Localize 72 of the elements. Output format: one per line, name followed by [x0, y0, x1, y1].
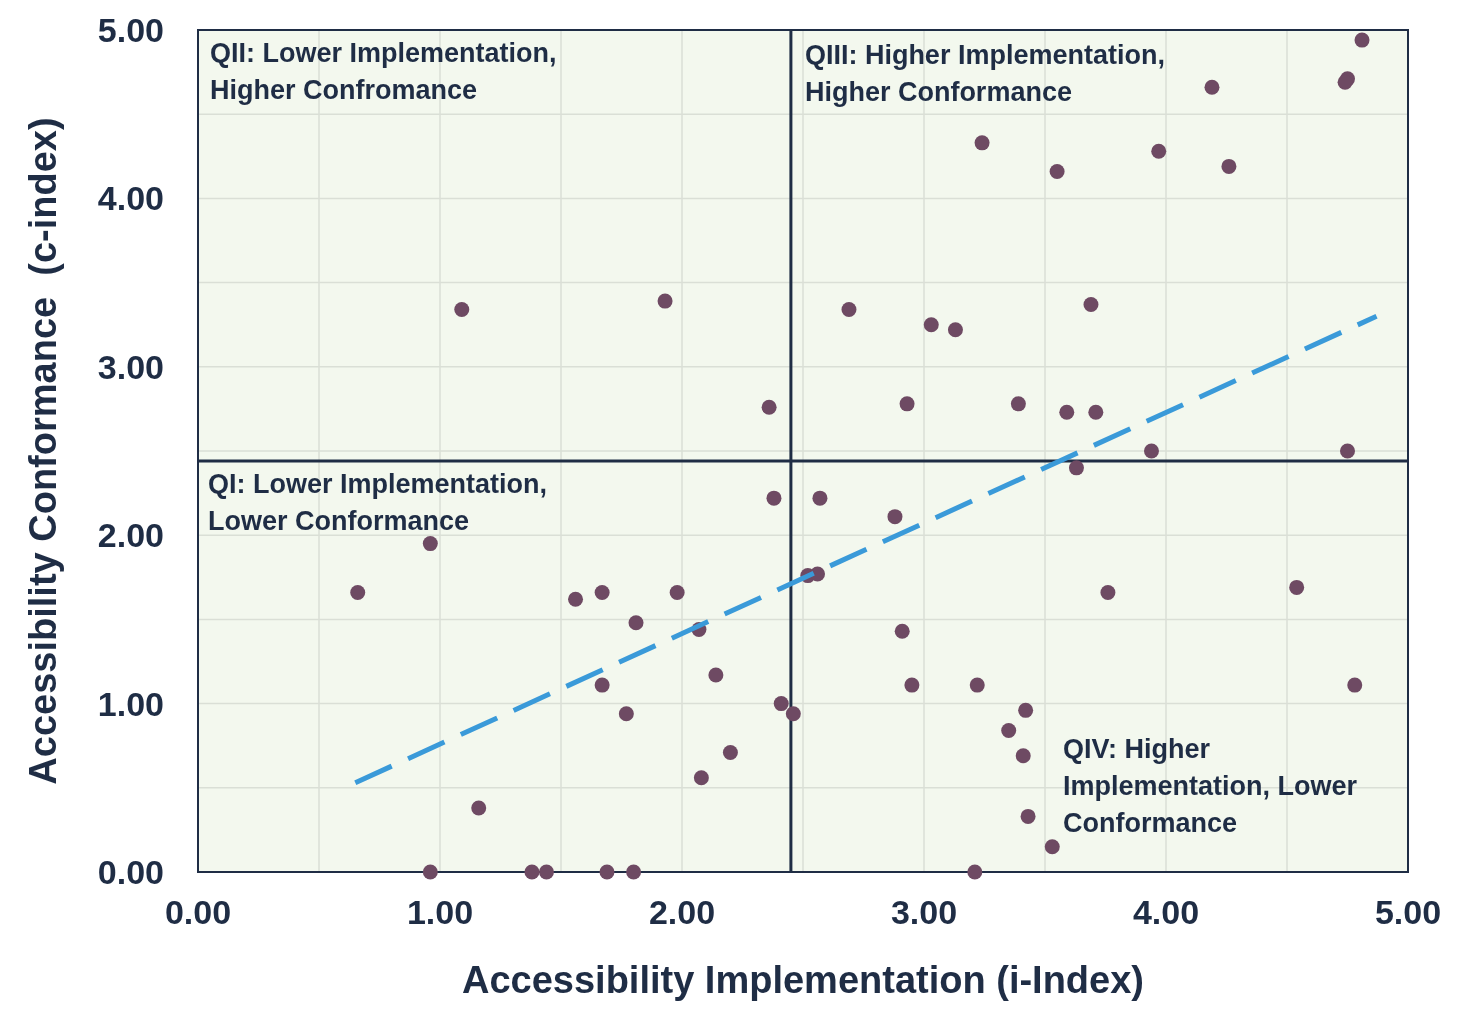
- point: [599, 864, 615, 880]
- point: [350, 584, 366, 600]
- point: [1143, 443, 1159, 459]
- point: [894, 623, 910, 639]
- y-tick-label: 3.00: [97, 347, 164, 386]
- point: [626, 864, 642, 880]
- point: [923, 317, 939, 333]
- y-tick-label: 5.00: [97, 11, 164, 49]
- x-tick-label: 1.00: [406, 893, 474, 931]
- point: [904, 677, 920, 693]
- annotation: QI: Lower Implementation, Lower Conformance: [208, 469, 548, 537]
- point: [708, 667, 724, 683]
- annotation: QIII: Higher Implementation, Higher Conformance: [804, 40, 1165, 107]
- x-tick-label: 0.00: [164, 893, 232, 931]
- point: [947, 322, 963, 338]
- point: [1015, 748, 1031, 764]
- point: [1100, 584, 1116, 600]
- point: [524, 864, 540, 880]
- x-tick-label: 5.00: [1374, 893, 1442, 931]
- point: [1340, 443, 1355, 459]
- x-tick-label: 2.00: [648, 893, 716, 931]
- y-tick-label: 1.00: [97, 684, 164, 723]
- point: [568, 591, 584, 607]
- point: [812, 490, 828, 506]
- point: [974, 135, 990, 151]
- point: [1068, 460, 1084, 476]
- point: [618, 706, 634, 722]
- point: [766, 490, 782, 506]
- point: [1347, 677, 1363, 693]
- point: [969, 677, 985, 693]
- x-tick-label: 4.00: [1132, 893, 1200, 931]
- point: [1088, 404, 1104, 420]
- point: [422, 536, 438, 552]
- point: [669, 584, 685, 600]
- point: [1059, 404, 1075, 420]
- point: [1001, 723, 1017, 739]
- y-tick-label: 2.00: [97, 516, 164, 555]
- annotation: QIV: Higher Implementation, Lower Conformance: [1063, 734, 1358, 838]
- annotation: QII: Lower Implementation, Higher Confromance: [210, 38, 557, 105]
- y-tick-label: 0.00: [97, 853, 164, 891]
- point: [1354, 32, 1370, 48]
- point: [594, 584, 610, 600]
- y-tick-label: 4.00: [97, 179, 164, 218]
- point: [773, 696, 789, 712]
- point: [594, 677, 610, 693]
- point: [1289, 579, 1305, 595]
- point: [1049, 163, 1065, 179]
- point: [454, 302, 470, 318]
- point: [1083, 296, 1099, 312]
- x-tick-label: 3.00: [890, 893, 958, 931]
- point: [1020, 808, 1036, 824]
- point: [1204, 79, 1220, 95]
- point: [722, 744, 738, 760]
- point: [899, 396, 915, 412]
- point: [471, 800, 487, 816]
- point: [1018, 702, 1034, 718]
- x-axis-title: Accessibility Implementation (i-Index): [461, 959, 1145, 1001]
- point: [422, 864, 438, 880]
- point: [1221, 158, 1237, 174]
- point: [657, 293, 673, 309]
- point: [538, 864, 554, 880]
- point: [693, 770, 709, 786]
- point: [841, 302, 857, 318]
- point: [887, 509, 903, 525]
- y-axis-title: Accessibility Conformance (c-index): [22, 117, 64, 785]
- point: [1044, 839, 1060, 855]
- point: [628, 615, 644, 631]
- point: [785, 706, 801, 722]
- point: [761, 399, 777, 415]
- point: [967, 864, 983, 880]
- point: [1010, 396, 1026, 412]
- point: [1151, 143, 1167, 159]
